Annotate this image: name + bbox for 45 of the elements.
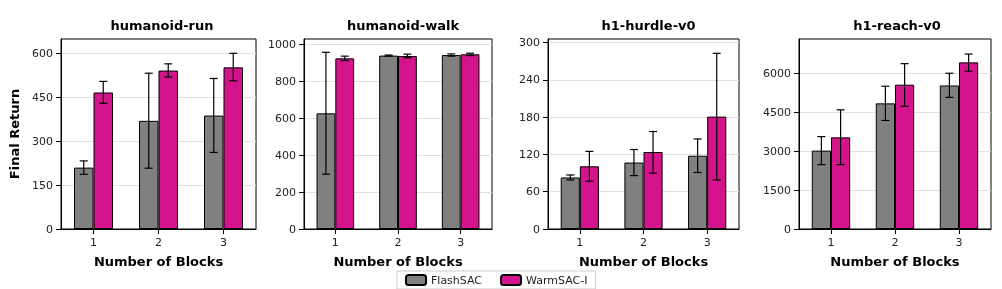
x-tick-label: 2 bbox=[155, 236, 162, 249]
y-tick-label: 200 bbox=[275, 185, 296, 199]
chart-title: humanoid-walk bbox=[346, 18, 460, 33]
chart-title: h1-reach-v0 bbox=[853, 18, 941, 33]
y-tick-label: 1000 bbox=[268, 38, 296, 52]
y-tick-label: 400 bbox=[275, 148, 296, 162]
y-tick-label: 60 bbox=[526, 185, 540, 199]
x-tick-label: 1 bbox=[90, 236, 97, 249]
y-tick-label: 300 bbox=[519, 36, 540, 50]
y-tick-label: 6000 bbox=[762, 66, 791, 80]
x-tick-label: 2 bbox=[640, 236, 647, 249]
x-tick-label: 2 bbox=[891, 236, 899, 249]
y-tick-label: 0 bbox=[289, 222, 296, 236]
x-tick-label: 3 bbox=[703, 236, 711, 249]
y-tick-label: 0 bbox=[533, 222, 540, 236]
y-tick-label: 0 bbox=[46, 222, 53, 236]
y-tick-label: 0 bbox=[783, 222, 791, 236]
y-tick-label: 4500 bbox=[762, 105, 791, 119]
chart-title: humanoid-run bbox=[110, 18, 214, 33]
y-tick-label: 450 bbox=[32, 90, 53, 104]
y-tick-label: 1500 bbox=[762, 183, 791, 197]
y-tick-label: 150 bbox=[32, 178, 53, 192]
y-tick-label: 180 bbox=[519, 110, 540, 124]
chart-title: h1-hurdle-v0 bbox=[601, 18, 696, 33]
y-tick-label: 240 bbox=[519, 73, 540, 87]
x-tick-label: 3 bbox=[457, 236, 465, 249]
y-tick-label: 600 bbox=[275, 111, 296, 125]
x-axis-title: Number of Blocks bbox=[93, 254, 224, 269]
y-axis-title: Final Return bbox=[7, 88, 22, 180]
x-axis-title: Number of Blocks bbox=[333, 254, 463, 269]
legend-label: FlashSAC bbox=[431, 273, 483, 287]
y-tick-label: 800 bbox=[275, 74, 296, 88]
y-tick-label: 3000 bbox=[762, 144, 791, 158]
x-tick-label: 1 bbox=[331, 236, 339, 249]
legend-label: WarmSAC-I bbox=[526, 273, 588, 287]
y-tick-label: 300 bbox=[32, 134, 53, 148]
x-axis-title: Number of Blocks bbox=[578, 254, 709, 269]
x-tick-label: 3 bbox=[955, 236, 963, 249]
x-tick-label: 3 bbox=[220, 236, 227, 249]
x-tick-label: 2 bbox=[394, 236, 402, 249]
x-tick-label: 1 bbox=[827, 236, 835, 249]
x-axis-title: Number of Blocks bbox=[830, 254, 960, 269]
x-tick-label: 1 bbox=[576, 236, 584, 249]
y-tick-label: 600 bbox=[32, 47, 53, 61]
y-tick-label: 120 bbox=[519, 147, 540, 161]
